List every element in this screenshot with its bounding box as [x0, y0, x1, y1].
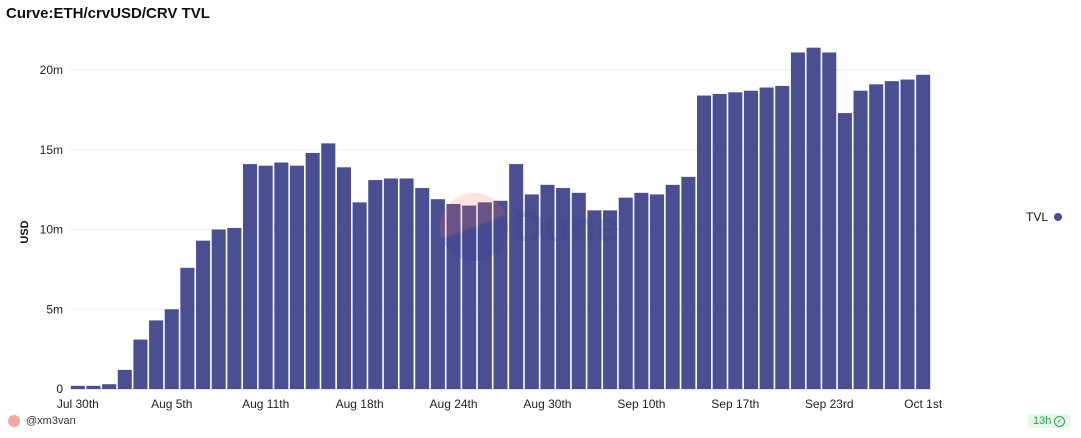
- bar-11[interactable]: [243, 164, 258, 389]
- bars: [70, 47, 931, 390]
- bar-31[interactable]: [556, 188, 571, 389]
- bar-47[interactable]: [806, 47, 821, 390]
- bar-6[interactable]: [164, 309, 179, 389]
- x-tick-label: Aug 30th: [523, 397, 571, 411]
- bar-50[interactable]: [853, 90, 868, 389]
- bar-42[interactable]: [728, 92, 743, 389]
- y-tick-label: 10m: [40, 223, 63, 237]
- bar-39[interactable]: [681, 176, 696, 389]
- bar-20[interactable]: [383, 178, 398, 389]
- bar-27[interactable]: [493, 200, 508, 389]
- bar-33[interactable]: [587, 210, 602, 389]
- bar-48[interactable]: [822, 52, 837, 389]
- bar-4[interactable]: [133, 339, 148, 389]
- bar-44[interactable]: [759, 87, 774, 389]
- bar-5[interactable]: [149, 320, 164, 389]
- bar-13[interactable]: [274, 162, 289, 389]
- bar-36[interactable]: [634, 192, 649, 389]
- x-tick-label: Aug 5th: [151, 397, 192, 411]
- x-tick-label: Aug 18th: [336, 397, 384, 411]
- bar-21[interactable]: [399, 178, 414, 389]
- bar-10[interactable]: [227, 227, 242, 389]
- bar-28[interactable]: [509, 164, 524, 389]
- x-tick-label: Sep 23rd: [805, 397, 854, 411]
- freshness-label: 13h: [1033, 415, 1052, 427]
- freshness-badge: 13h ✓: [1028, 414, 1071, 428]
- author-name: @xm3van: [26, 415, 76, 427]
- x-tick-label: Jul 30th: [57, 397, 99, 411]
- x-tick-label: Aug 24th: [430, 397, 478, 411]
- bar-40[interactable]: [696, 95, 712, 390]
- bar-54[interactable]: [916, 74, 931, 389]
- bar-43[interactable]: [743, 90, 758, 389]
- legend-dot-icon: [1054, 213, 1063, 221]
- bar-45[interactable]: [775, 85, 790, 389]
- bar-25[interactable]: [462, 205, 477, 389]
- check-circle-icon: ✓: [1054, 415, 1066, 427]
- bar-49[interactable]: [837, 113, 852, 389]
- bar-37[interactable]: [650, 194, 665, 389]
- author-credit[interactable]: @xm3van: [8, 415, 76, 427]
- avatar: [8, 415, 20, 427]
- bar-34[interactable]: [603, 210, 618, 389]
- bar-52[interactable]: [884, 81, 899, 389]
- bar-17[interactable]: [336, 167, 351, 389]
- bar-30[interactable]: [540, 184, 555, 389]
- y-tick-label: 20m: [40, 63, 63, 77]
- x-axis-ticks: Jul 30th Aug 5th Aug 11th Aug 18th Aug 24th A…: [57, 397, 943, 411]
- x-tick-label: Oct 1st: [904, 397, 943, 411]
- bar-23[interactable]: [430, 199, 445, 389]
- y-axis-label: USD: [19, 220, 31, 243]
- y-axis-ticks: 0 5m 10m 15m 20m: [40, 63, 64, 396]
- bar-26[interactable]: [477, 202, 492, 389]
- legend[interactable]: TVL: [1026, 210, 1063, 224]
- bar-12[interactable]: [258, 165, 273, 389]
- bar-22[interactable]: [415, 188, 430, 389]
- bar-3[interactable]: [117, 369, 132, 389]
- bar-41[interactable]: [712, 93, 727, 390]
- y-tick-label: 0: [56, 382, 63, 396]
- bar-51[interactable]: [869, 84, 884, 389]
- bar-0[interactable]: [70, 385, 85, 389]
- bar-32[interactable]: [571, 192, 586, 389]
- bar-1[interactable]: [86, 385, 101, 389]
- bar-16[interactable]: [321, 143, 336, 389]
- bar-46[interactable]: [790, 52, 805, 389]
- bar-7[interactable]: [180, 267, 195, 389]
- x-tick-label: Sep 17th: [711, 397, 759, 411]
- chart-title: Curve:ETH/crvUSD/CRV TVL: [6, 5, 210, 22]
- legend-label-tvl: TVL: [1026, 210, 1049, 224]
- bar-9[interactable]: [211, 229, 226, 390]
- bar-18[interactable]: [352, 202, 367, 389]
- bar-19[interactable]: [368, 180, 383, 389]
- bar-29[interactable]: [524, 194, 539, 389]
- bar-8[interactable]: [196, 240, 211, 389]
- bar-14[interactable]: [289, 165, 305, 389]
- bar-35[interactable]: [618, 197, 633, 389]
- y-tick-label: 15m: [40, 143, 63, 157]
- x-tick-label: Aug 11th: [242, 397, 289, 411]
- bar-38[interactable]: [665, 184, 680, 389]
- bar-2[interactable]: [102, 384, 117, 389]
- bar-15[interactable]: [305, 152, 320, 389]
- x-tick-label: Sep 10th: [617, 397, 665, 411]
- bar-53[interactable]: [900, 79, 915, 389]
- y-tick-label: 5m: [46, 302, 63, 316]
- bar-24[interactable]: [446, 203, 461, 389]
